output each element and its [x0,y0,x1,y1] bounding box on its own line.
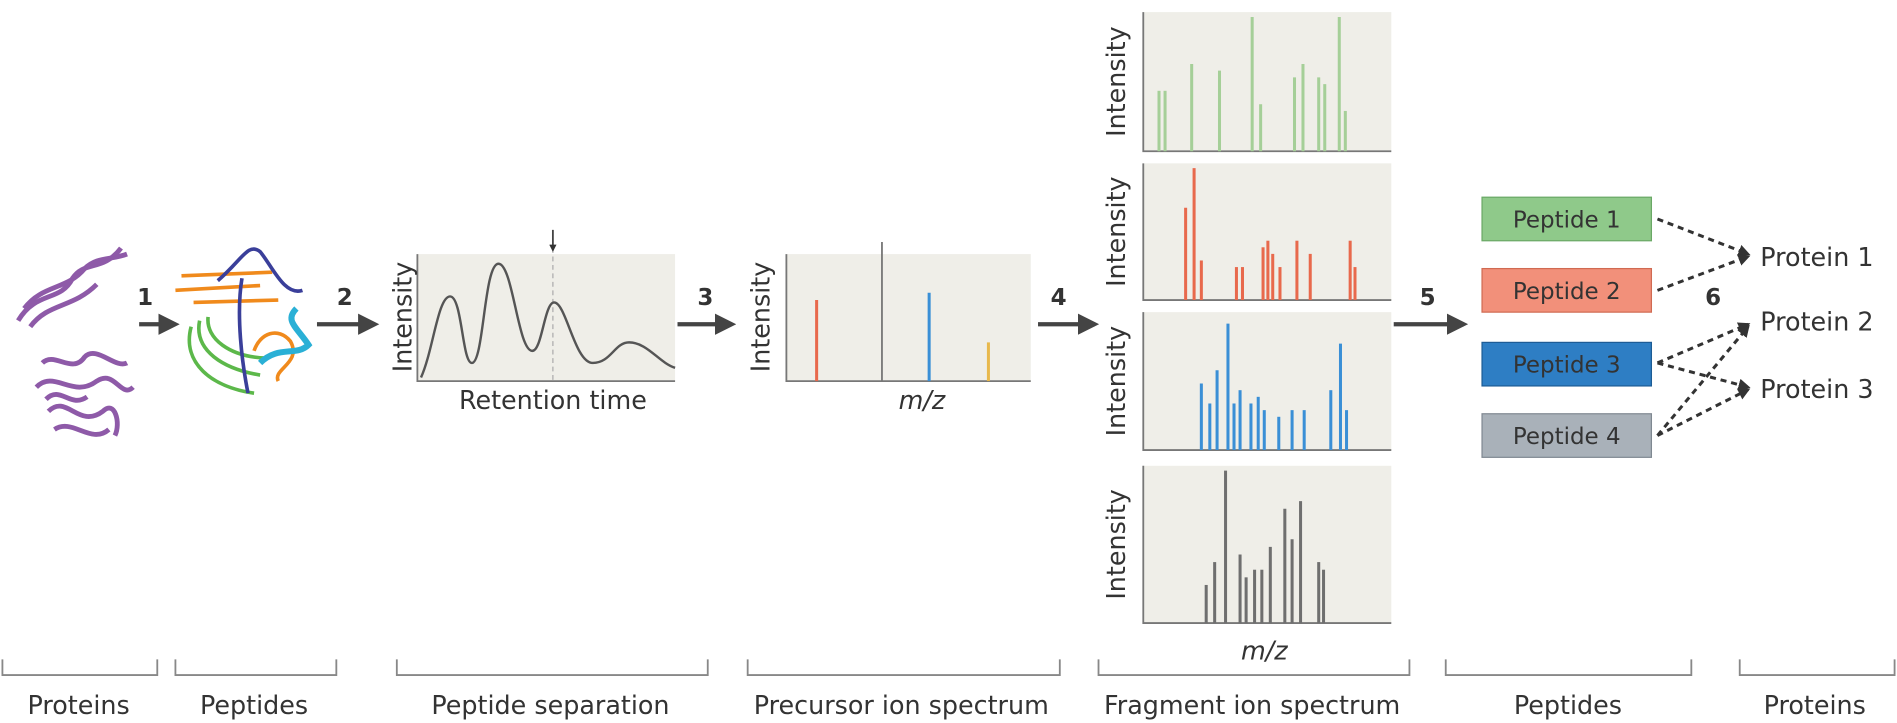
protein-label: Protein 3 [1760,374,1873,404]
plot-axes [785,254,1031,383]
x-axis-label: Retention time [459,385,647,415]
peptide-box [1481,196,1653,242]
plot-background [1143,465,1392,624]
protein-label: Protein 1 [1760,242,1873,272]
y-axis-label: Intensity [1101,489,1131,600]
plot-axes [416,254,676,383]
stage-label: Proteins [28,690,130,720]
y-axis-label: Intensity [387,262,417,373]
peptide-label: Peptide 2 [1513,279,1621,305]
plot-axes [1142,465,1392,624]
peptide-box [1481,413,1653,458]
peptide-label: Peptide 1 [1513,207,1621,233]
chromatogram-curve [419,262,676,378]
y-axis-label: Intensity [1101,176,1131,287]
peptide-box [1481,267,1653,313]
peptide-label: Peptide 4 [1513,424,1621,450]
step-number: 6 [1705,285,1721,311]
stage-label: Peptides [200,690,308,720]
stage-brackets [1,659,1896,676]
y-axis-label: Intensity [1101,26,1131,137]
plot-axes [1142,163,1392,301]
protein-label: Protein 2 [1760,306,1873,336]
y-axis-label: Intensity [1101,326,1131,437]
stage-label: Precursor ion spectrum [754,690,1049,720]
plot-background [786,254,1031,382]
x-axis-label: m/z [1241,635,1288,665]
step-number: 1 [137,285,153,311]
plot-axes [1142,312,1392,451]
peptide-box [1481,341,1653,387]
peptide-fragments [175,247,313,395]
plot-background [1143,12,1392,152]
protein-structures [16,246,135,437]
stage-label: Peptides [1514,690,1622,720]
step-number: 4 [1051,285,1067,311]
y-axis-label: Intensity [745,262,775,373]
step-number: 3 [697,285,713,311]
stage-label: Proteins [1764,690,1866,720]
peptide-protein-links [1656,217,1751,437]
step-number: 2 [337,285,353,311]
peptide-label: Peptide 3 [1513,353,1621,379]
stage-label: Peptide separation [431,690,669,720]
plot-axes [1142,12,1392,153]
stage-label: Fragment ion spectrum [1104,690,1400,720]
plot-background [1143,312,1392,451]
x-axis-label: m/z [899,385,946,415]
step-number: 5 [1420,285,1436,311]
